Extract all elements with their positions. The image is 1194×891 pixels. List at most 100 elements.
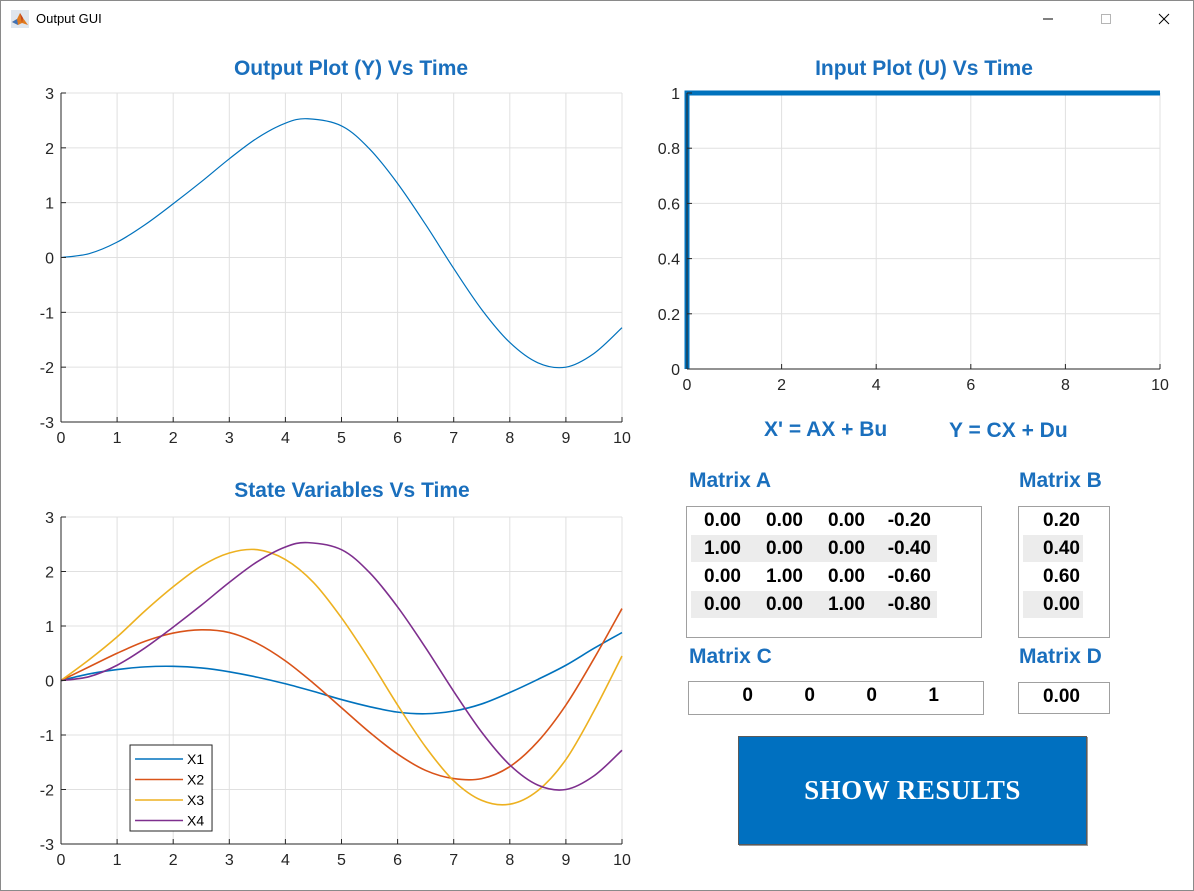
close-button[interactable] [1135, 1, 1193, 37]
matrix-b-table[interactable]: 0.20 0.40 0.60 0.00 [1018, 506, 1110, 638]
x-tick-label: 0 [57, 430, 66, 447]
table-cell[interactable]: 0.00 [704, 510, 741, 531]
x-tick-label: 3 [225, 430, 234, 447]
table-cell[interactable]: 0.00 [704, 594, 741, 615]
y-tick-label: 1 [45, 619, 54, 636]
table-cell[interactable]: -0.60 [887, 566, 931, 587]
y-tick-label: -2 [40, 360, 54, 377]
x-tick-label: 7 [449, 430, 458, 447]
x-tick-label: 1 [113, 430, 122, 447]
table-row[interactable]: 0.00 0.00 0.00 -0.20 [691, 507, 937, 534]
maximize-button[interactable] [1077, 1, 1135, 37]
x-tick-label: 10 [613, 852, 631, 869]
table-cell[interactable]: 0.00 [766, 594, 803, 615]
x-tick-label: 6 [393, 430, 402, 447]
table-cell[interactable]: 1.00 [704, 538, 741, 559]
matrix-a-label: Matrix A [689, 469, 772, 492]
x-tick-label: 2 [777, 377, 786, 394]
table-row[interactable]: 0.60 [1023, 563, 1083, 590]
x-tick-label: 4 [872, 377, 881, 394]
minimize-button[interactable] [1019, 1, 1077, 37]
table-cell[interactable]: 0.40 [1043, 538, 1080, 559]
table-row[interactable]: 0 0 0 1 [693, 682, 939, 709]
x-tick-label: 7 [449, 852, 458, 869]
matlab-icon [11, 10, 29, 28]
table-cell[interactable]: 0 [804, 685, 815, 706]
table-row[interactable]: 0.00 [1023, 683, 1083, 710]
x-tick-label: 9 [561, 852, 570, 869]
table-cell[interactable]: -0.20 [887, 510, 931, 531]
series-line-y [60, 118, 623, 369]
y-tick-label: -2 [40, 783, 54, 800]
y-tick-label: 2 [45, 141, 54, 158]
x-tick-label: 6 [393, 852, 402, 869]
y-tick-label: 0.8 [658, 141, 680, 158]
table-cell[interactable]: 0 [742, 685, 753, 706]
x-tick-label: 4 [281, 430, 290, 447]
series-line-x3 [60, 548, 623, 806]
x-tick-label: 0 [683, 377, 692, 394]
legend-label: X2 [187, 772, 204, 788]
table-cell[interactable]: 0.00 [828, 566, 865, 587]
y-tick-label: 2 [45, 565, 54, 582]
state-equation: X' = AX + Bu [764, 418, 888, 441]
table-row[interactable]: 0.20 [1023, 507, 1083, 534]
y-tick-label: 1 [671, 86, 680, 103]
x-tick-label: 0 [57, 852, 66, 869]
series-line-x1 [60, 631, 623, 715]
x-tick-label: 3 [225, 852, 234, 869]
table-cell[interactable]: 0.00 [828, 538, 865, 559]
x-tick-label: 10 [1151, 377, 1169, 394]
table-cell[interactable]: 0.00 [766, 538, 803, 559]
table-cell[interactable]: -0.40 [887, 538, 931, 559]
x-tick-label: 9 [561, 430, 570, 447]
y-tick-label: -1 [40, 305, 54, 322]
table-cell[interactable]: 0.00 [1043, 686, 1080, 707]
table-cell[interactable]: 0.00 [704, 566, 741, 587]
table-row[interactable]: 0.00 [1023, 591, 1083, 618]
x-tick-label: 4 [281, 852, 290, 869]
table-row[interactable]: 0.00 0.00 1.00 -0.80 [691, 591, 937, 618]
y-tick-label: 0 [45, 674, 54, 691]
table-cell[interactable]: 0.60 [1043, 566, 1080, 587]
input-plot[interactable]: 0 2 4 6 8 10 1 0.8 0.6 0.4 0.2 0 [646, 81, 1186, 401]
table-cell[interactable]: 0.00 [1043, 594, 1080, 615]
matrix-a-table[interactable]: 0.00 0.00 0.00 -0.20 1.00 0.00 0.00 -0.4… [686, 506, 982, 638]
y-tick-label: 3 [45, 510, 54, 527]
table-row[interactable]: 0.40 [1023, 535, 1083, 562]
table-cell[interactable]: 1.00 [828, 594, 865, 615]
x-tick-label: 2 [169, 852, 178, 869]
legend: X1 X2 X3 X4 [129, 744, 213, 832]
y-tick-label: 0.4 [658, 252, 680, 269]
y-tick-label: 1 [45, 196, 54, 213]
table-cell[interactable]: -0.80 [887, 594, 931, 615]
table-cell[interactable]: 1.00 [766, 566, 803, 587]
matrix-b-label: Matrix B [1019, 469, 1102, 492]
title-bar: Output GUI [1, 1, 1193, 37]
maximize-icon [1101, 14, 1111, 24]
show-results-button[interactable]: SHOW RESULTS [738, 736, 1087, 845]
table-cell[interactable]: 1 [928, 685, 939, 706]
matrix-d-table[interactable]: 0.00 [1018, 682, 1110, 714]
y-tick-label: 3 [45, 86, 54, 103]
window-title: Output GUI [36, 11, 102, 26]
y-tick-label: 0.2 [658, 307, 680, 324]
output-equation: Y = CX + Du [949, 419, 1068, 442]
minimize-icon [1043, 18, 1053, 20]
series-line-x4 [60, 541, 623, 791]
table-cell[interactable]: 0.00 [828, 510, 865, 531]
table-cell[interactable]: 0 [866, 685, 877, 706]
x-tick-label: 5 [337, 430, 346, 447]
table-cell[interactable]: 0.20 [1043, 510, 1080, 531]
matrix-c-table[interactable]: 0 0 0 1 [688, 681, 984, 715]
table-row[interactable]: 1.00 0.00 0.00 -0.40 [691, 535, 937, 562]
x-tick-label: 2 [169, 430, 178, 447]
table-cell[interactable]: 0.00 [766, 510, 803, 531]
output-plot-title: Output Plot (Y) Vs Time [233, 57, 469, 80]
x-tick-label: 8 [1061, 377, 1070, 394]
matrix-c-label: Matrix C [689, 645, 772, 668]
table-row[interactable]: 0.00 1.00 0.00 -0.60 [691, 563, 937, 590]
x-tick-label: 5 [337, 852, 346, 869]
